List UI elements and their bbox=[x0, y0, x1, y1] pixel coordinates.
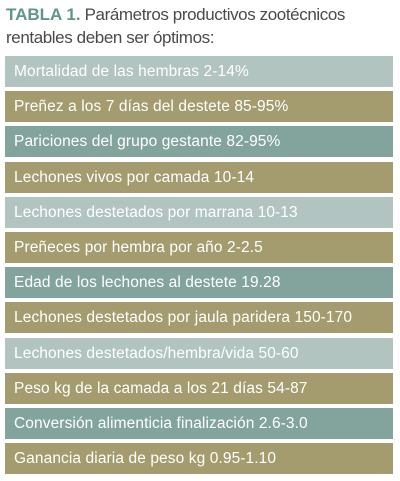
table-caption: TABLA 1. Parámetros productivos zootécnic… bbox=[6, 3, 396, 49]
table-label: TABLA 1. bbox=[6, 5, 81, 24]
table-row: Edad de los lechones al destete 19.28 bbox=[5, 267, 393, 299]
table-row: Peso kg de la camada a los 21 días 54-87 bbox=[5, 372, 393, 404]
table: Mortalidad de las hembras 2-14% Preñez a … bbox=[5, 56, 393, 478]
table-row: Mortalidad de las hembras 2-14% bbox=[5, 56, 393, 87]
table-row: Lechones vivos por camada 10-14 bbox=[5, 161, 393, 193]
table-row: Ganancia diaria de peso kg 0.95-1.10 bbox=[5, 443, 393, 475]
table-row: Pariciones del grupo gestante 82-95% bbox=[5, 126, 393, 158]
table-row: Preñeces por hembra por año 2-2.5 bbox=[5, 231, 393, 263]
table-title: Parámetros productivos zootécnicos renta… bbox=[6, 5, 346, 47]
table-row: Lechones destetados/hembra/vida 50-60 bbox=[5, 337, 393, 369]
table-row: Lechones destetados por marrana 10-13 bbox=[5, 196, 393, 228]
table-row: Preñez a los 7 días del destete 85-95% bbox=[5, 91, 393, 123]
table-row: Conversión alimenticia finalización 2.6-… bbox=[5, 407, 393, 439]
table-row: Lechones destetados por jaula paridera 1… bbox=[5, 302, 393, 334]
